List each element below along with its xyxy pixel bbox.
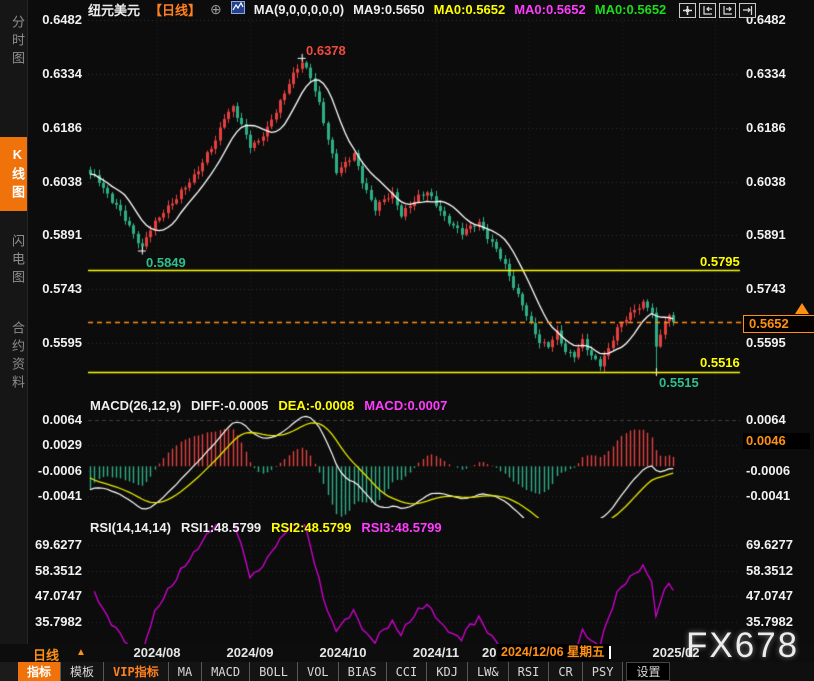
month-label: 2024/09	[226, 645, 274, 660]
price-tick: 0.5743	[42, 281, 82, 297]
expand-x-icon[interactable]	[719, 3, 736, 18]
price-tick: 0.5595	[746, 335, 786, 350]
sidebar-item-0[interactable]: 分时图	[10, 15, 25, 69]
macd-title: MACD(26,12,9)	[90, 398, 182, 413]
price-tick: 35.7982	[35, 614, 82, 629]
goto-latest-icon[interactable]	[739, 3, 756, 18]
sidebar-item-2[interactable]: 闪电图	[10, 234, 25, 288]
month-label: 2024/10	[319, 645, 367, 660]
toolbar-item-4[interactable]: MACD	[202, 662, 251, 681]
watermark: FX678	[686, 626, 800, 665]
rsi-header: RSI(14,14,14) RSI1:48.5799 RSI2:48.5799 …	[90, 520, 442, 535]
left-price-axis: 0.6482 0.6334 0.6186 0.6038 0.5891 0.5743 0.55…	[28, 0, 86, 645]
last-price-box: 0.5652	[743, 315, 814, 333]
chart-canvas[interactable]	[0, 0, 814, 648]
toolbar-item-7[interactable]: BIAS	[338, 662, 387, 681]
price-tick: 0.5595	[42, 335, 82, 350]
price-tick: 0.6038	[746, 173, 786, 189]
rsi3-value: RSI3:48.5799	[361, 520, 442, 535]
month-label-last: 2025/02	[652, 645, 700, 660]
price-tick: 58.3512	[746, 562, 793, 578]
sidebar-item-3[interactable]: 合约资料	[10, 321, 25, 393]
toolbar-item-13[interactable]: PSY	[582, 662, 624, 681]
resistance-label: 0.5795	[700, 254, 740, 269]
toolbar-item-1[interactable]: 模板	[61, 662, 105, 681]
toolbar-item-11[interactable]: RSI	[508, 662, 550, 681]
price-tick: 0.6334	[746, 65, 786, 81]
macd-dea: DEA:-0.0008	[278, 398, 355, 413]
toolbar-item-0[interactable]: 指标	[18, 662, 62, 681]
toolbar-item-2[interactable]: VIP指标	[104, 662, 169, 681]
symbol-name: 纽元美元	[88, 2, 141, 18]
ma0-yellow: MA0:0.5652	[433, 1, 506, 17]
price-tick: -0.0041	[746, 487, 791, 503]
toolbar-item-6[interactable]: VOL	[297, 662, 339, 681]
sidebar-item-1[interactable]: K线图	[0, 137, 27, 211]
period-selector[interactable]: 日线	[33, 648, 60, 663]
price-tick: 69.6277	[35, 537, 82, 552]
price-tick: -0.0006	[37, 462, 82, 478]
price-tick: 0.6334	[42, 65, 82, 81]
left-sidebar: 分时图 K线图闪电图合约资料	[0, 0, 28, 645]
price-tick: 0.0064	[746, 411, 786, 427]
chart-tools	[679, 3, 756, 18]
rsi-title: RSI(14,14,14)	[90, 520, 171, 535]
move-chart-icon[interactable]	[679, 3, 696, 18]
price-tick: 0.6038	[42, 173, 82, 189]
toolbar-item-14[interactable]: 设置	[626, 662, 671, 681]
price-tick: 0.5891	[42, 227, 82, 243]
price-tick: 0.5891	[746, 227, 786, 243]
month-label-partial: 20	[482, 645, 497, 660]
price-tick: 58.3512	[35, 562, 82, 578]
price-tick: 47.0747	[35, 588, 82, 604]
price-tick: 35.7982	[746, 614, 793, 629]
ma0-green: MA0:0.5652	[594, 1, 667, 17]
toolbar-item-8[interactable]: CCI	[386, 662, 428, 681]
price-tick: 0.6482	[42, 12, 82, 27]
price-tick: 0.0029	[42, 437, 82, 453]
last-price-arrow-icon	[795, 303, 809, 314]
macd-value: MACD:0.0007	[364, 398, 448, 413]
toolbar-item-12[interactable]: CR	[549, 662, 583, 681]
support-label: 0.5516	[700, 355, 740, 370]
crosshair-date-tooltip: 2024/12/06 星期五	[497, 644, 609, 661]
indicator-icon[interactable]	[230, 1, 245, 17]
late-low-label: 0.5515	[659, 375, 699, 390]
ma-params: MA(9,0,0,0,0,0)	[253, 1, 345, 17]
rsi2-value: RSI2:48.5799	[271, 520, 352, 535]
macd-diff: DIFF:-0.0005	[191, 398, 269, 413]
ma0-magenta: MA0:0.5652	[514, 1, 586, 17]
macd-current-box: 0.0046	[743, 433, 810, 449]
ma9-value: MA9:0.5650	[353, 1, 425, 17]
price-tick: 69.6277	[746, 537, 793, 552]
macd-header: MACD(26,12,9) DIFF:-0.0005 DEA:-0.0008 M…	[90, 398, 447, 413]
price-tick: 47.0747	[746, 588, 793, 604]
compress-x-icon[interactable]	[699, 3, 716, 18]
toolbar-spacer	[0, 662, 18, 681]
toolbar-item-10[interactable]: LW&	[467, 662, 509, 681]
indicator-toolbar: 指标 模板 VIP指标 MA MACD BOLL VOL BIAS CCI KDJ LW& RSI CR…	[0, 662, 814, 681]
time-axis: 日线 ▲ 2024/08 2024/09 2024/10 2024/11 20 202…	[0, 644, 814, 663]
chart-header: 纽元美元 【日线】 ⊕ MA(9,0,0,0,0,0) MA9:0.5650 M…	[88, 0, 667, 18]
price-tick: -0.0041	[37, 487, 82, 503]
month-label: 2024/11	[412, 645, 460, 660]
price-tick: 0.0064	[42, 411, 82, 427]
add-indicator-icon[interactable]: ⊕	[210, 0, 222, 17]
period-tag[interactable]: 【日线】	[149, 2, 202, 18]
month-label: 2024/08	[133, 645, 181, 660]
price-tick: -0.0006	[746, 462, 791, 478]
period-arrow-icon[interactable]: ▲	[76, 647, 86, 658]
price-tick: 0.5743	[746, 281, 786, 297]
toolbar-item-5[interactable]: BOLL	[250, 662, 298, 681]
rsi1-value: RSI1:48.5799	[180, 520, 262, 535]
price-tick: 0.6186	[746, 119, 786, 135]
text-caret	[609, 646, 611, 659]
early-low-label: 0.5849	[146, 255, 186, 270]
high-price-label: 0.6378	[306, 43, 346, 58]
toolbar-item-3[interactable]: MA	[168, 662, 203, 681]
toolbar-item-9[interactable]: KDJ	[427, 662, 468, 681]
price-tick: 0.6186	[42, 119, 82, 135]
